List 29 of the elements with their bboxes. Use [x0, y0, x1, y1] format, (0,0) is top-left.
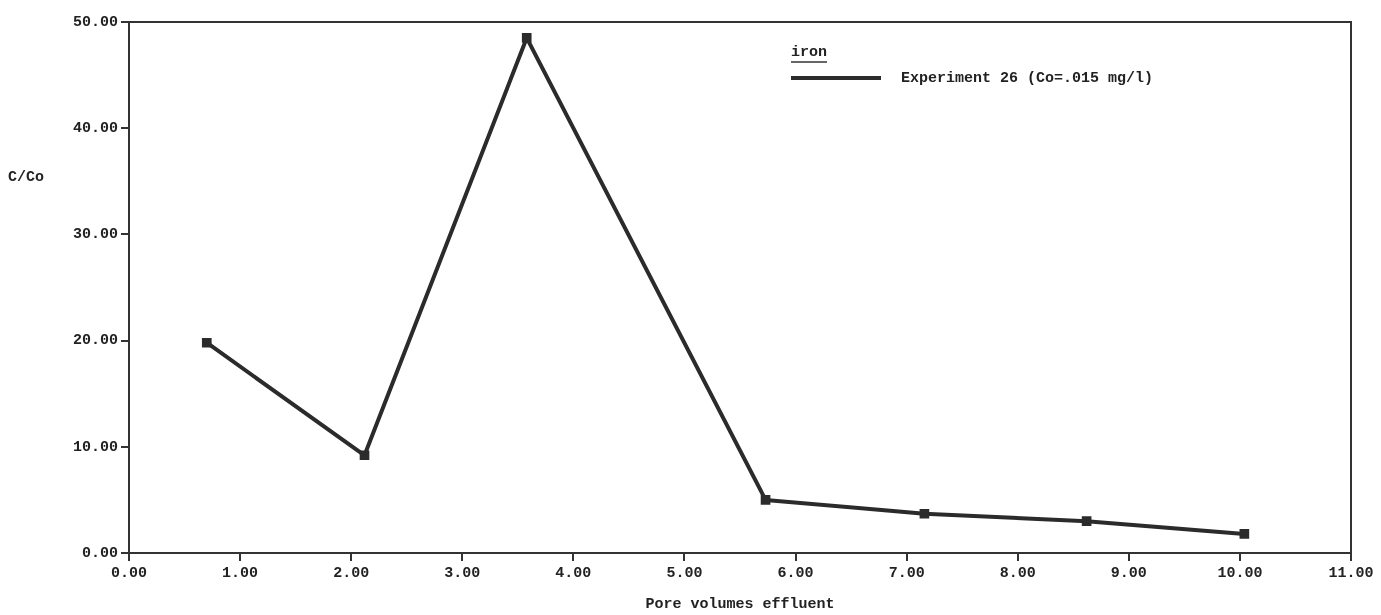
x-tick-label: 2.00 [333, 564, 370, 582]
x-tick-label: 4.00 [555, 564, 592, 582]
legend-title: iron [791, 43, 828, 61]
x-tick-label: 6.00 [777, 564, 814, 582]
y-tick-label: 30.00 [72, 226, 119, 244]
y-axis-title: C/Co [8, 168, 45, 186]
x-tick-label: 9.00 [1110, 564, 1147, 582]
x-tick-label: 10.00 [1217, 564, 1263, 582]
x-tick-label: 1.00 [222, 564, 259, 582]
x-tick-label: 3.00 [444, 564, 481, 582]
x-tick-label: 11.00 [1328, 564, 1374, 582]
x-tick-label: 8.00 [999, 564, 1036, 582]
y-tick-label: 10.00 [72, 438, 119, 456]
y-tick-label: 40.00 [72, 119, 119, 137]
x-tick-label: 5.00 [666, 564, 703, 582]
point [359, 450, 370, 461]
x-axis-title: Pore volumes effluent [645, 596, 835, 614]
y-tick-label: 20.00 [72, 332, 119, 350]
point [760, 495, 771, 505]
y-tick-label: 0.00 [81, 544, 119, 562]
point [1081, 516, 1092, 526]
point [201, 337, 212, 348]
x-tick-label: 0.00 [111, 564, 148, 582]
point [919, 508, 930, 519]
text: Experiment 26 (Co=.015 mg/l) [901, 69, 1154, 87]
y-tick-label: 50.00 [72, 13, 119, 31]
x-tick-label: 7.00 [888, 564, 925, 582]
point [521, 33, 532, 43]
point [1239, 529, 1250, 539]
